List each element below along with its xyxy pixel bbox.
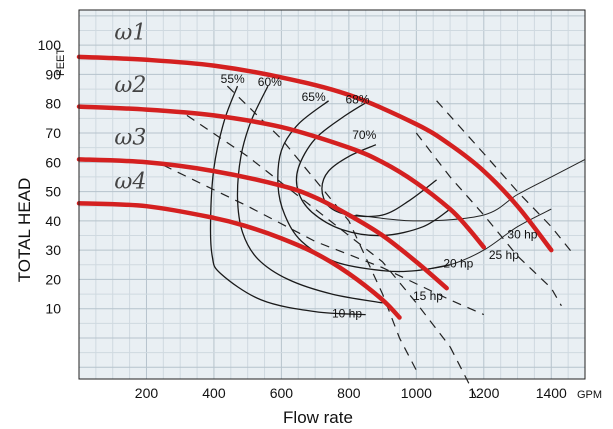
y-tick-label: 40 [45, 213, 61, 229]
x-axis-title: Flow rate [283, 408, 353, 427]
head-curve-label: ω2 [114, 73, 146, 98]
x-tick-label: 1000 [401, 385, 432, 401]
y-tick-label: 80 [45, 96, 61, 112]
y-tick-label: 10 [45, 301, 61, 317]
y-tick-label: 20 [45, 271, 61, 287]
plot-frame [78, 9, 586, 380]
head-curve-4 [76, 201, 402, 320]
x-tick-label: 1400 [536, 385, 567, 401]
power-line-25-hp [415, 132, 562, 307]
x-tick-label: 1200 [468, 385, 499, 401]
x-tick-label: 200 [135, 385, 159, 401]
power-line-label: 20 hp [443, 257, 473, 271]
tick-labels: 200 400 600 800 1000 1200 1400 10 20 30 40 50 60 70 80… [38, 37, 567, 401]
head-curves [76, 54, 554, 320]
power-line-30-hp [436, 100, 576, 257]
y-tick-label: 100 [38, 37, 62, 53]
power-line-15-hp [186, 114, 451, 348]
head-curve-label: ω3 [114, 126, 146, 151]
head-curve-2 [76, 104, 487, 250]
efficiency-curve-65-pct [277, 100, 451, 273]
power-line-label: 25 hp [489, 248, 519, 262]
power-line-extension [449, 346, 478, 400]
x-tick-label: 400 [202, 385, 226, 401]
head-curve-label: ω4 [114, 170, 146, 195]
efficiency-curve-68-pct [295, 100, 451, 237]
power-lines [163, 85, 576, 400]
head-curve-1 [76, 54, 554, 253]
power-line-label: 15 hp [413, 289, 443, 303]
x-tick-label: 800 [337, 385, 361, 401]
x-tick-label: 600 [270, 385, 294, 401]
grid [79, 10, 585, 379]
efficiency-curve-55-pct [209, 85, 366, 316]
curve-labels: ω1 ω2 ω3 ω4 55% 60% 65% 68% 70% 10 hp 15 hp 20 hp 25… [114, 20, 537, 320]
y-tick-label: 70 [45, 125, 61, 141]
power-line-label: 10 hp [332, 307, 362, 321]
efficiency-label: 70% [352, 128, 376, 142]
y-axis-title: TOTAL HEAD [15, 178, 34, 283]
efficiency-label: 65% [302, 90, 326, 104]
efficiency-curve-60-pct [236, 85, 383, 304]
power-line-label: 30 hp [507, 227, 537, 241]
y-tick-label: 50 [45, 184, 61, 200]
y-tick-label: 60 [45, 154, 61, 170]
efficiency-label: 68% [345, 93, 369, 107]
power-line-20-hp [163, 164, 485, 316]
head-curve-label: ω1 [114, 20, 146, 45]
x-unit-label: GPM [577, 389, 602, 401]
y-tick-label: 30 [45, 242, 61, 258]
head-curve-3 [76, 157, 449, 291]
efficiency-label: 55% [221, 72, 245, 86]
efficiency-label: 60% [258, 75, 282, 89]
y-unit-label: FEET [55, 48, 67, 76]
auxiliary-curve [355, 158, 586, 222]
y-tick-label: 90 [45, 66, 61, 82]
